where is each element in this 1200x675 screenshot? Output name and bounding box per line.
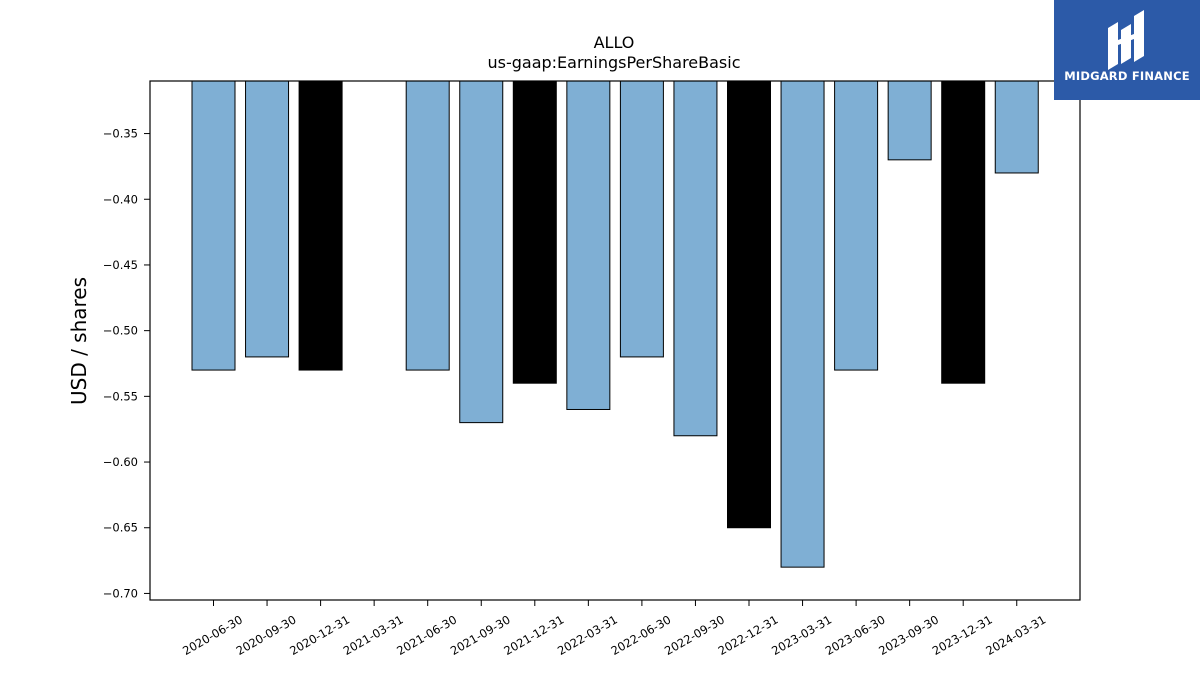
bar-2020-12-31 [298, 80, 343, 371]
bar-2022-09-30 [673, 80, 718, 437]
bar-2021-12-31 [512, 80, 557, 384]
y-tick-label: −0.65 [103, 521, 138, 535]
bar-2021-06-30 [405, 80, 450, 371]
x-tick-label: 2023-12-31 [930, 612, 995, 658]
bar-2020-09-30 [245, 80, 290, 358]
x-tick-label: 2021-09-30 [448, 612, 513, 658]
chart-title: ALLO [594, 33, 635, 52]
logo-text: MIDGARD FINANCE [1064, 69, 1190, 83]
y-tick-label: −0.55 [103, 389, 138, 403]
plot-frame [149, 80, 1081, 601]
midgard-logo-icon [1108, 10, 1144, 70]
brand-logo: MIDGARD FINANCE [1054, 0, 1200, 100]
x-tick-label: 2022-09-30 [662, 612, 727, 658]
y-tick-label: −0.60 [103, 455, 138, 469]
bars-group [191, 80, 1039, 568]
bar-2023-12-31 [941, 80, 986, 384]
bar-2022-06-30 [619, 80, 664, 358]
y-tick-label: −0.40 [103, 192, 138, 206]
x-tick-label: 2022-06-30 [609, 612, 674, 658]
y-tick-label: −0.45 [103, 258, 138, 272]
bar-2021-09-30 [459, 80, 504, 424]
x-tick-label: 2023-09-30 [876, 612, 941, 658]
y-axis-label: USD / shares [67, 277, 91, 405]
y-tick-label: −0.70 [103, 586, 138, 600]
bar-2024-03-31 [994, 80, 1039, 174]
x-tick-label: 2021-03-31 [341, 612, 406, 658]
x-tick-label: 2021-12-31 [501, 612, 566, 658]
chart-subtitle: us-gaap:EarningsPerShareBasic [487, 53, 740, 72]
bar-2022-12-31 [727, 80, 771, 529]
y-tick-label: −0.50 [103, 324, 138, 338]
x-tick-label: 2023-03-31 [769, 612, 834, 658]
y-tick-label: −0.35 [103, 127, 138, 141]
x-tick-label: 2022-03-31 [555, 612, 620, 658]
x-tick-label: 2020-09-30 [234, 612, 299, 658]
bar-2020-06-30 [191, 80, 236, 371]
bar-2022-03-31 [566, 80, 611, 410]
x-tick-label: 2021-06-30 [394, 612, 459, 658]
bar-2023-03-31 [780, 80, 825, 568]
bar-2023-06-30 [834, 80, 879, 371]
bar-2023-09-30 [887, 80, 932, 161]
x-tick-label: 2020-12-31 [287, 612, 352, 658]
x-tick-label: 2022-12-31 [716, 612, 781, 658]
x-tick-label: 2020-06-30 [180, 612, 245, 658]
x-tick-label: 2024-03-31 [983, 612, 1048, 658]
x-tick-label: 2023-06-30 [823, 612, 888, 658]
